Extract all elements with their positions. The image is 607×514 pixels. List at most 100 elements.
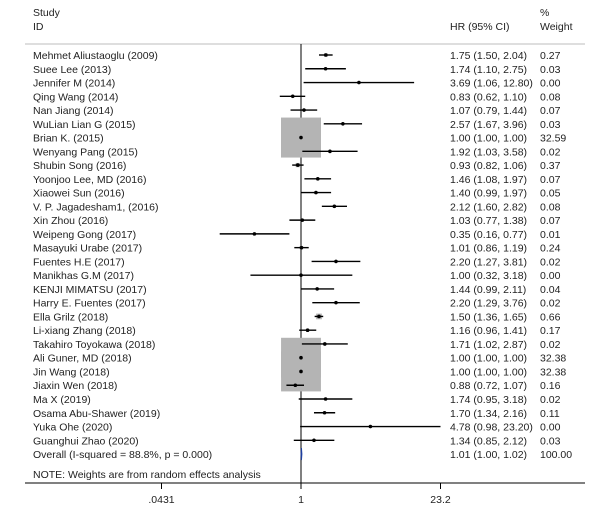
hr-ci-label: 1.71 (1.02, 2.87): [450, 339, 527, 351]
point-estimate: [323, 66, 328, 71]
study-row: Nan Jiang (2014) 1.07 (0.79, 1.44) 0.07: [33, 105, 561, 117]
hr-ci-label: 1.50 (1.36, 1.65): [450, 311, 527, 323]
overall-hr-ci: 1.01 (1.00, 1.02): [450, 449, 527, 461]
study-row: Weipeng Gong (2017) 0.35 (0.16, 0.77) 0.01: [33, 229, 561, 241]
point-estimate: [368, 424, 373, 429]
x-tick-label: 23.2: [430, 494, 451, 506]
weight-label: 0.01: [540, 229, 561, 241]
point-estimate: [323, 342, 327, 346]
hr-ci-label: 3.69 (1.06, 12.80): [450, 78, 533, 90]
overall-row: Overall (I-squared = 88.8%, p = 0.000) 1.…: [33, 448, 572, 461]
study-label: Manikhas G.M (2017): [33, 270, 134, 282]
weight-label: 0.16: [540, 380, 561, 392]
study-label: Yuka Ohe (2020): [33, 422, 112, 434]
weight-label: 32.38: [540, 366, 566, 378]
hr-ci-label: 2.57 (1.67, 3.96): [450, 119, 527, 131]
point-estimate: [252, 232, 257, 236]
study-label: Li-xiang Zhang (2018): [33, 325, 136, 337]
study-marks: Mehmet Aliustaoglu (2009) 1.75 (1.50, 2.0…: [33, 50, 572, 461]
study-row: Brian K. (2015) 1.00 (1.00, 1.00) 32.59: [33, 133, 566, 145]
study-row: Shubin Song (2016) 0.93 (0.82, 1.06) 0.37: [33, 160, 561, 172]
study-label: Xiaowei Sun (2016): [33, 188, 125, 200]
hr-ci-label: 1.03 (0.77, 1.38): [450, 215, 527, 227]
weight-label: 0.02: [540, 256, 561, 268]
study-label: Osama Abu-Shawer (2019): [33, 408, 160, 420]
point-estimate: [324, 53, 328, 57]
study-label: Fuentes H.E (2017): [33, 256, 125, 268]
study-label: Wenyang Pang (2015): [33, 146, 138, 158]
weight-label: 0.02: [540, 146, 561, 158]
study-label: Ella Grilz (2018): [33, 311, 108, 323]
study-row: Masayuki Urabe (2017) 1.01 (0.86, 1.19) 0.…: [33, 243, 561, 255]
hr-ci-label: 0.93 (0.82, 1.06): [450, 160, 527, 172]
study-row: Li-xiang Zhang (2018) 1.16 (0.96, 1.41) 0.…: [33, 325, 561, 337]
study-row: WuLian Lian G (2015) 2.57 (1.67, 3.96) 0.0…: [33, 119, 561, 131]
study-row: Jin Wang (2018) 1.00 (1.00, 1.00) 32.38: [33, 366, 566, 378]
weight-label: 0.37: [540, 160, 561, 172]
point-estimate: [315, 287, 319, 291]
study-label: V. P. Jagadesham1, (2016): [33, 201, 159, 213]
study-label: KENJI MIMATSU (2017): [33, 284, 147, 296]
hr-ci-label: 1.00 (0.32, 3.18): [450, 270, 527, 282]
overall-weight: 100.00: [540, 449, 572, 461]
weight-label: 0.00: [540, 270, 561, 282]
study-label: WuLian Lian G (2015): [33, 119, 136, 131]
study-row: Ma X (2019) 1.74 (0.95, 3.18) 0.02: [33, 394, 561, 406]
point-estimate: [299, 245, 304, 250]
study-label: Brian K. (2015): [33, 133, 104, 145]
point-estimate: [323, 397, 328, 401]
study-label: Jin Wang (2018): [33, 366, 110, 378]
point-estimate: [334, 300, 338, 305]
weight-label: 0.02: [540, 339, 561, 351]
weight-label: 0.02: [540, 394, 561, 406]
study-row: Qing Wang (2014) 0.83 (0.62, 1.10) 0.08: [33, 91, 561, 103]
weight-label: 0.05: [540, 188, 561, 200]
weight-label: 0.27: [540, 50, 561, 62]
study-label: Shubin Song (2016): [33, 160, 126, 172]
note-text: NOTE: Weights are from random effects an…: [33, 469, 261, 481]
hr-ci-label: 1.44 (0.99, 2.11): [450, 284, 526, 296]
point-estimate: [322, 410, 327, 415]
point-estimate: [334, 259, 338, 264]
point-estimate: [305, 328, 310, 333]
point-estimate: [341, 122, 345, 126]
weight-label: 0.04: [540, 284, 561, 296]
study-label: Ali Guner, MD (2018): [33, 353, 132, 365]
point-estimate: [312, 438, 316, 443]
weight-label: 0.08: [540, 201, 561, 213]
point-estimate: [328, 149, 332, 154]
study-label: Ma X (2019): [33, 394, 91, 406]
header-id: ID: [33, 21, 44, 33]
point-estimate: [302, 108, 306, 112]
weight-label: 0.07: [540, 105, 561, 117]
point-estimate: [299, 135, 303, 140]
study-row: Ella Grilz (2018) 1.50 (1.36, 1.65) 0.66: [33, 311, 561, 323]
hr-ci-label: 1.70 (1.34, 2.16): [450, 408, 527, 420]
hr-ci-label: 1.40 (0.99, 1.97): [450, 188, 527, 200]
hr-ci-label: 1.00 (1.00, 1.00): [450, 133, 527, 145]
point-estimate: [315, 177, 320, 181]
hr-ci-label: 1.07 (0.79, 1.44): [450, 105, 527, 117]
study-row: Xiaowei Sun (2016) 1.40 (0.99, 1.97) 0.05: [33, 188, 561, 200]
study-label: Mehmet Aliustaoglu (2009): [33, 50, 158, 62]
study-label: Suee Lee (2013): [33, 64, 111, 76]
study-label: Nan Jiang (2014): [33, 105, 114, 117]
weight-label: 0.03: [540, 119, 561, 131]
hr-ci-label: 0.35 (0.16, 0.77): [450, 229, 527, 241]
header-weight-percent: %: [540, 7, 549, 19]
weight-label: 0.03: [540, 435, 561, 447]
weight-label: 0.08: [540, 91, 561, 103]
point-estimate: [332, 204, 337, 209]
hr-ci-label: 0.88 (0.72, 1.07): [450, 380, 527, 392]
hr-ci-label: 1.01 (0.86, 1.19): [450, 243, 527, 255]
hr-ci-label: 1.34 (0.85, 2.12): [450, 435, 527, 447]
study-row: Yuka Ohe (2020) 4.78 (0.98, 23.20) 0.00: [33, 422, 561, 434]
header-weight: Weight: [540, 21, 573, 33]
study-row: Xin Zhou (2016) 1.03 (0.77, 1.38) 0.07: [33, 215, 561, 227]
hr-ci-label: 1.46 (1.08, 1.97): [450, 174, 527, 186]
study-row: KENJI MIMATSU (2017) 1.44 (0.99, 2.11) 0.0…: [33, 284, 561, 296]
hr-ci-label: 1.74 (0.95, 3.18): [450, 394, 527, 406]
point-estimate: [357, 80, 361, 85]
weight-label: 0.11: [540, 408, 560, 420]
